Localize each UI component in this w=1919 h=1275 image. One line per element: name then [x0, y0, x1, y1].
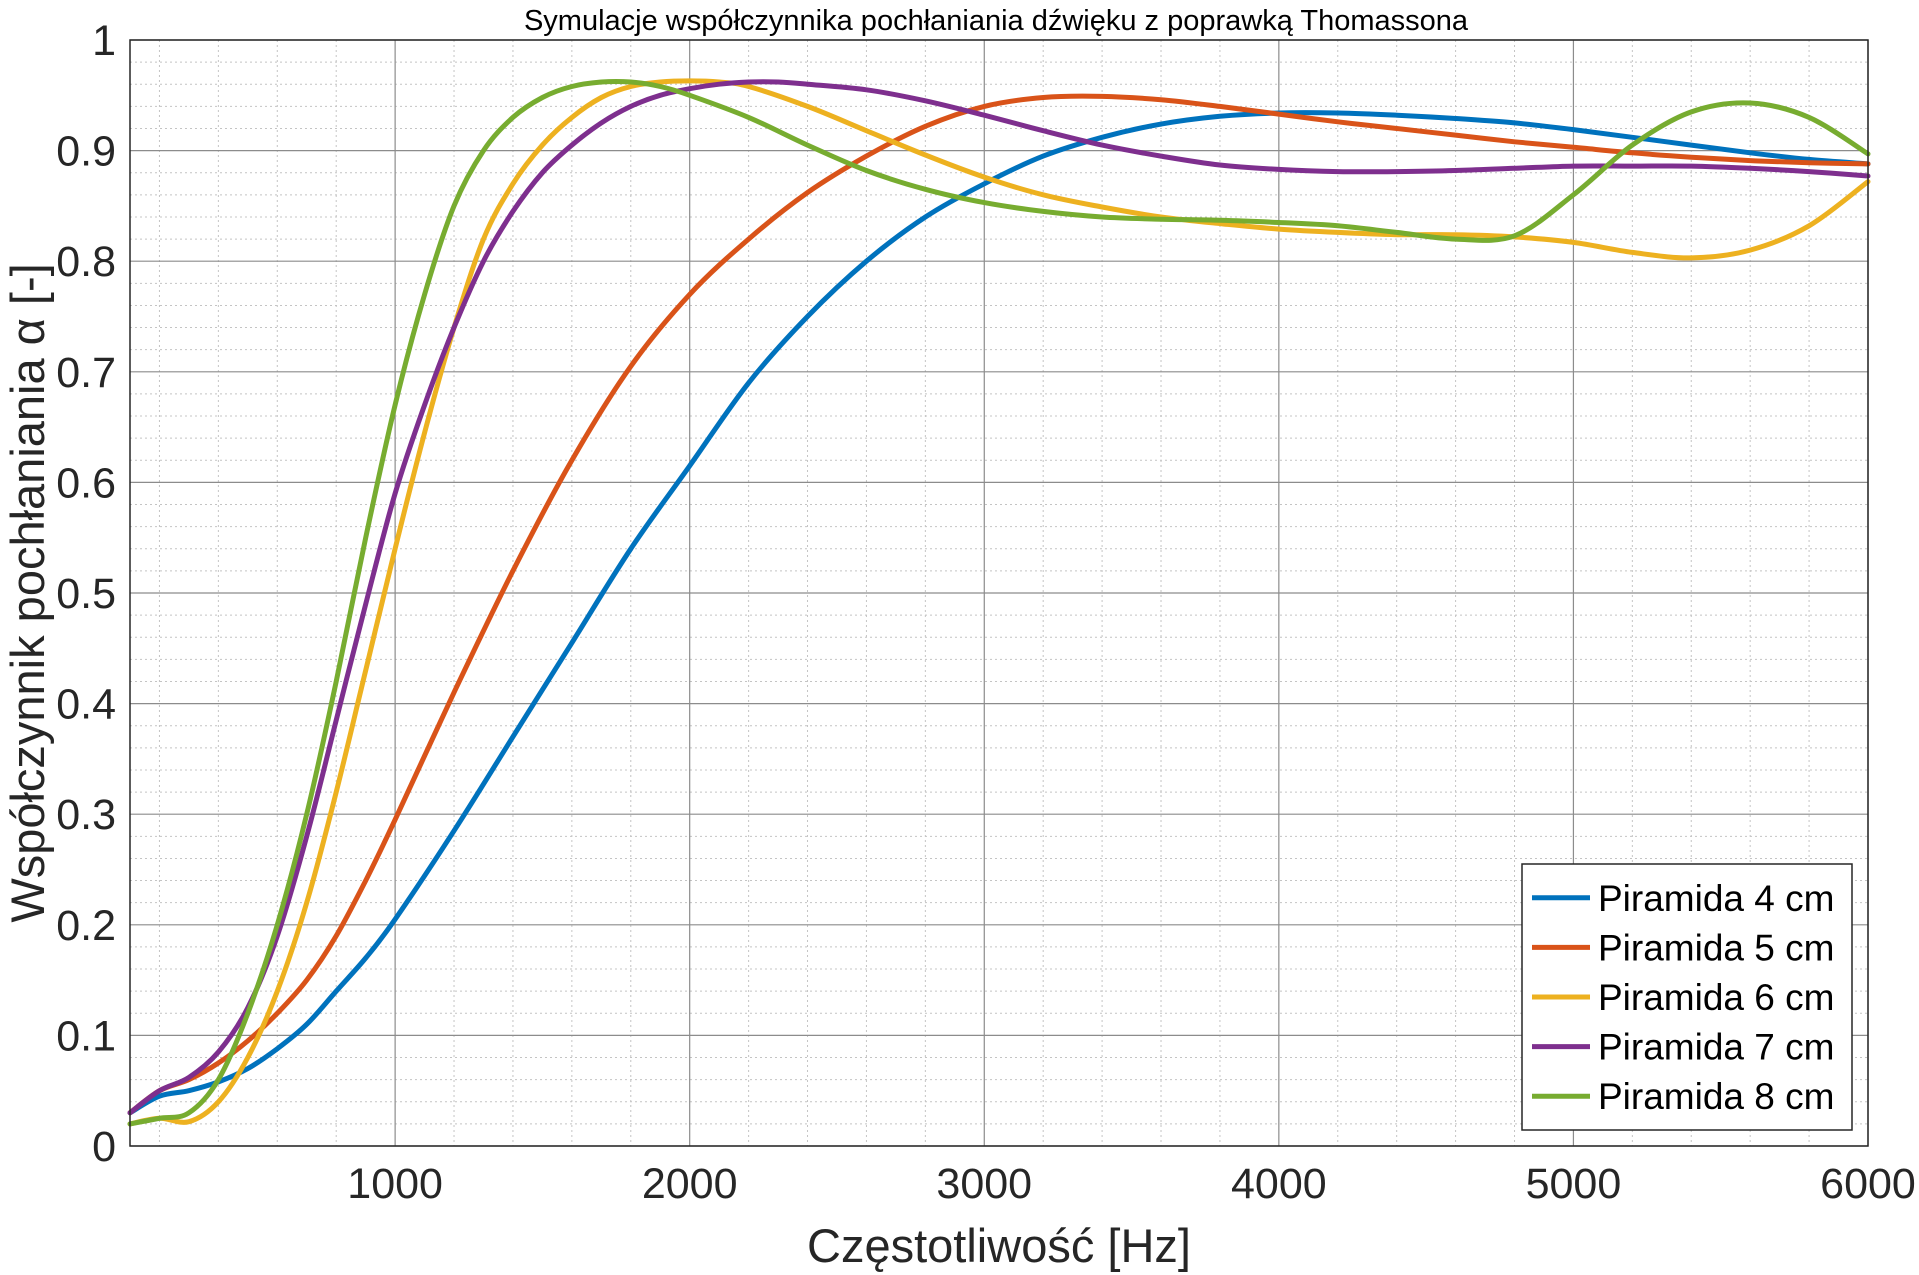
y-axis-label: Współczynnik pochłaniania α [-] — [1, 263, 54, 922]
y-tick-label: 0.1 — [56, 1012, 116, 1060]
legend-label: Piramida 6 cm — [1598, 977, 1834, 1018]
x-tick-label: 2000 — [642, 1160, 738, 1208]
y-tick-label: 0.6 — [56, 459, 116, 507]
series-line-5 — [127, 78, 1871, 1127]
series-lines — [127, 78, 1871, 1127]
y-axis-ticks: 0 0.1 0.2 0.3 0.4 0.5 0.6 0.7 0.8 0.9 1 — [56, 17, 116, 1171]
series-line-3 — [127, 78, 1871, 1127]
legend: Piramida 4 cm Piramida 5 cm Piramida 6 cm P… — [1521, 863, 1853, 1131]
legend-label: Piramida 4 cm — [1598, 878, 1834, 919]
y-tick-label: 1 — [92, 17, 116, 65]
series-line-4 — [127, 79, 1871, 1116]
y-tick-label: 0.8 — [56, 238, 116, 286]
y-tick-label: 0.4 — [56, 681, 116, 729]
y-tick-label: 0.5 — [56, 570, 116, 618]
x-tick-label: 1000 — [347, 1160, 443, 1208]
x-axis-ticks: 1000 2000 3000 4000 5000 6000 — [347, 1160, 1916, 1208]
x-tick-label: 6000 — [1820, 1160, 1916, 1208]
legend-label: Piramida 5 cm — [1598, 927, 1834, 968]
y-tick-label: 0.7 — [56, 349, 116, 397]
y-tick-label: 0.2 — [56, 902, 116, 950]
y-tick-label: 0 — [92, 1123, 116, 1171]
y-tick-label: 0.3 — [56, 791, 116, 839]
series-line-2 — [127, 93, 1871, 1116]
series-line-1 — [127, 110, 1871, 1116]
x-tick-label: 5000 — [1526, 1160, 1622, 1208]
x-tick-label: 4000 — [1231, 1160, 1327, 1208]
x-tick-label: 3000 — [936, 1160, 1032, 1208]
legend-label: Piramida 8 cm — [1598, 1076, 1834, 1117]
legend-label: Piramida 7 cm — [1598, 1027, 1834, 1068]
axes-box — [129, 39, 1869, 1147]
chart-title: Symulacje współczynnika pochłaniania dźw… — [524, 5, 1469, 37]
x-axis-label: Częstotliwość [Hz] — [807, 1219, 1191, 1272]
y-tick-label: 0.9 — [56, 128, 116, 176]
